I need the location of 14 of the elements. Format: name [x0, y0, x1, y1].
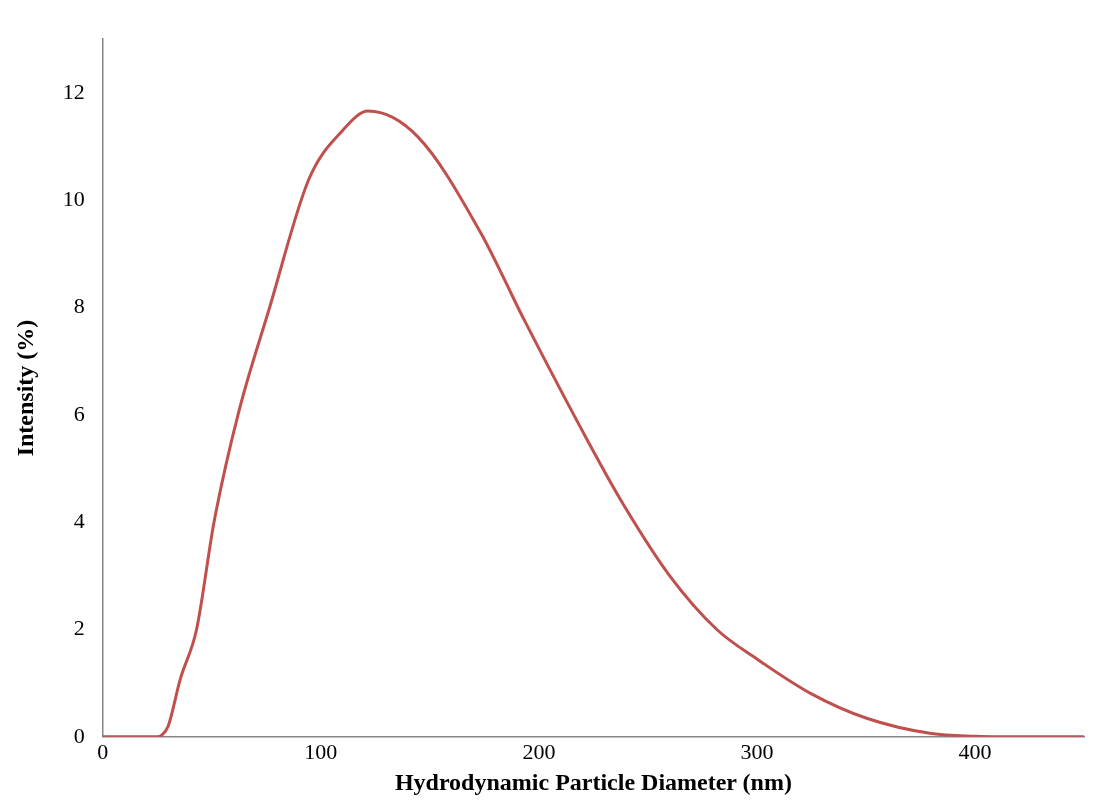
y-tick-label: 6 [73, 400, 85, 426]
y-tick-label: 12 [62, 78, 85, 104]
y-tick-label: 4 [73, 507, 85, 533]
x-tick-label: 100 [304, 738, 338, 764]
x-tick-label: 300 [740, 738, 774, 764]
x-axis-title: Hydrodynamic Particle Diameter (nm) [394, 768, 792, 795]
x-tick-label: 400 [958, 738, 992, 764]
y-tick-label: 2 [73, 615, 85, 641]
y-tick-label: 10 [62, 185, 85, 211]
y-tick-label: 0 [73, 722, 85, 748]
x-tick-label: 200 [522, 738, 556, 764]
x-tick-label: 0 [97, 738, 109, 764]
y-axis-title: Intensity (%) [11, 319, 38, 457]
y-tick-label: 8 [73, 293, 85, 319]
